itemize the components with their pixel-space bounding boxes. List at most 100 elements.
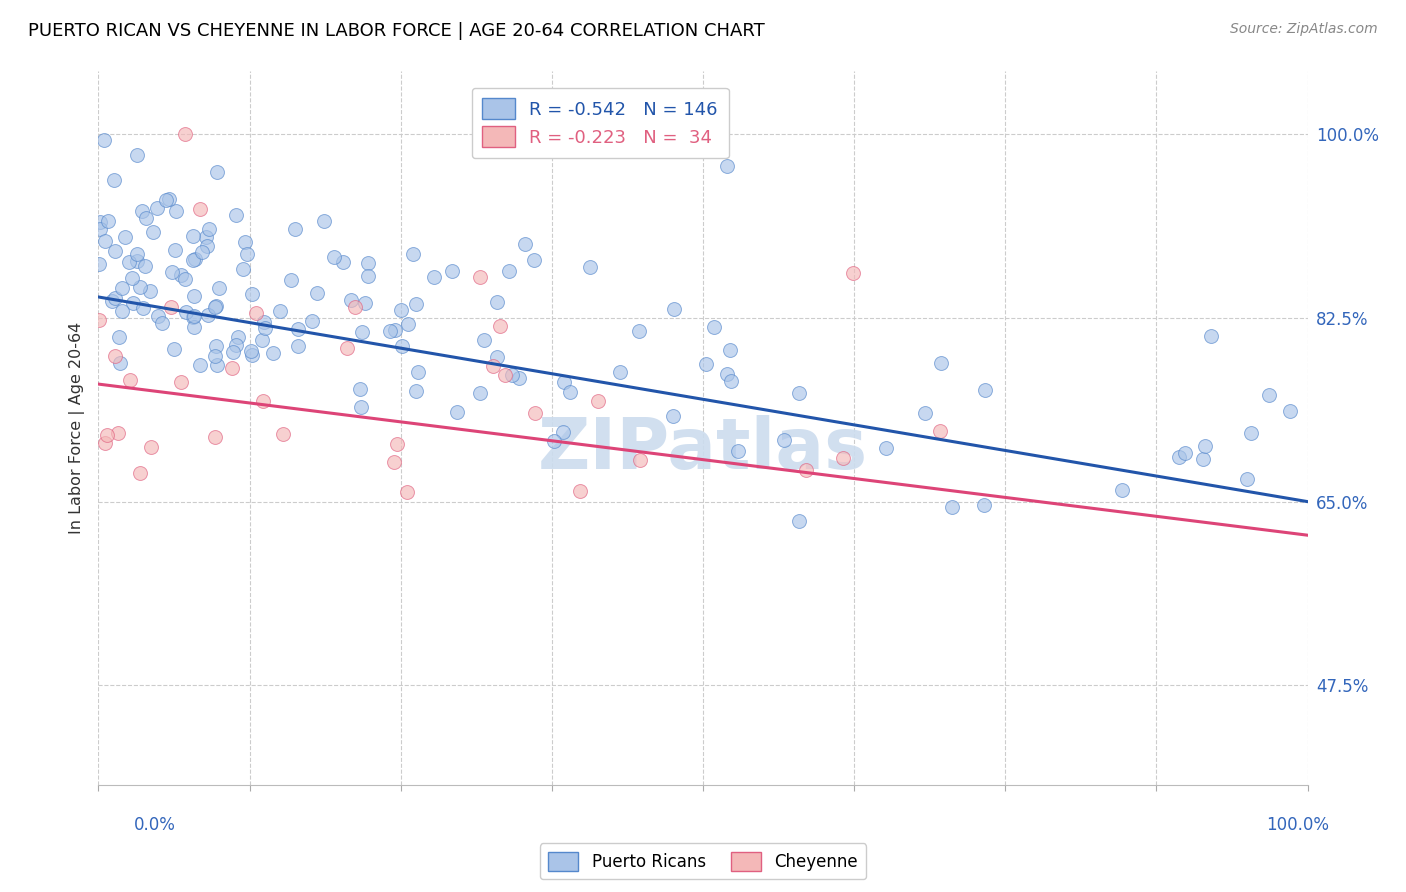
Point: [501, 368, 523, 383]
Point: [588, 394, 610, 409]
Point: [569, 483, 592, 498]
Point: [485, 350, 508, 364]
Point: [794, 463, 817, 477]
Point: [703, 320, 725, 334]
Point: [134, 259, 156, 273]
Point: [354, 295, 377, 310]
Point: [253, 315, 276, 329]
Point: [181, 310, 204, 324]
Point: [108, 356, 131, 370]
Point: [87, 257, 110, 271]
Point: [441, 264, 464, 278]
Point: [832, 451, 855, 466]
Point: [89, 214, 111, 228]
Text: PUERTO RICAN VS CHEYENNE IN LABOR FORCE | AGE 20-64 CORRELATION CHART: PUERTO RICAN VS CHEYENNE IN LABOR FORCE …: [28, 22, 765, 40]
Point: [787, 385, 810, 400]
Point: [914, 406, 936, 420]
Point: [104, 292, 127, 306]
Point: [160, 300, 183, 314]
Point: [716, 367, 738, 381]
Point: [108, 330, 131, 344]
Point: [1199, 329, 1222, 343]
Point: [389, 303, 412, 318]
Point: [352, 325, 374, 339]
Point: [396, 317, 419, 331]
Point: [236, 247, 259, 261]
Point: [188, 202, 211, 217]
Point: [94, 234, 117, 248]
Point: [183, 309, 205, 323]
Point: [93, 132, 115, 146]
Point: [695, 357, 717, 371]
Point: [184, 252, 207, 266]
Point: [163, 342, 186, 356]
Point: [1168, 450, 1191, 464]
Legend: R = -0.542   N = 146, R = -0.223   N =  34: R = -0.542 N = 146, R = -0.223 N = 34: [471, 87, 728, 158]
Point: [402, 247, 425, 261]
Point: [104, 349, 127, 363]
Point: [97, 214, 120, 228]
Point: [225, 338, 247, 352]
Point: [579, 260, 602, 274]
Point: [664, 301, 686, 316]
Text: 100.0%: 100.0%: [1265, 816, 1329, 834]
Point: [233, 235, 256, 249]
Point: [150, 316, 173, 330]
Point: [841, 266, 863, 280]
Point: [543, 434, 565, 449]
Point: [221, 360, 243, 375]
Point: [314, 214, 336, 228]
Point: [344, 300, 367, 314]
Point: [470, 385, 492, 400]
Point: [132, 301, 155, 315]
Point: [146, 309, 169, 323]
Point: [131, 204, 153, 219]
Point: [204, 339, 226, 353]
Point: [141, 440, 163, 454]
Point: [205, 299, 228, 313]
Point: [204, 300, 226, 314]
Point: [720, 374, 742, 388]
Point: [183, 319, 205, 334]
Text: ZIPatlas: ZIPatlas: [538, 415, 868, 484]
Point: [89, 222, 111, 236]
Point: [245, 306, 267, 320]
Point: [225, 208, 247, 222]
Point: [96, 427, 118, 442]
Point: [271, 427, 294, 442]
Point: [165, 204, 187, 219]
Point: [174, 305, 197, 319]
Point: [1192, 452, 1215, 467]
Point: [508, 370, 530, 384]
Point: [87, 312, 110, 326]
Point: [114, 230, 136, 244]
Point: [287, 322, 309, 336]
Point: [155, 193, 177, 207]
Point: [118, 255, 141, 269]
Point: [929, 356, 952, 370]
Point: [240, 287, 263, 301]
Point: [405, 297, 427, 311]
Point: [470, 269, 492, 284]
Point: [118, 373, 141, 387]
Point: [191, 244, 214, 259]
Point: [165, 243, 187, 257]
Point: [205, 358, 228, 372]
Point: [662, 409, 685, 424]
Point: [973, 498, 995, 512]
Point: [107, 425, 129, 440]
Point: [174, 128, 197, 142]
Point: [1174, 446, 1197, 460]
Point: [553, 375, 575, 389]
Point: [1239, 425, 1261, 440]
Point: [94, 436, 117, 450]
Point: [340, 293, 363, 307]
Y-axis label: In Labor Force | Age 20-64: In Labor Force | Age 20-64: [69, 322, 84, 534]
Point: [197, 222, 219, 236]
Point: [170, 268, 193, 283]
Point: [240, 343, 263, 358]
Point: [183, 289, 205, 303]
Point: [188, 358, 211, 372]
Point: [204, 349, 226, 363]
Point: [385, 436, 408, 450]
